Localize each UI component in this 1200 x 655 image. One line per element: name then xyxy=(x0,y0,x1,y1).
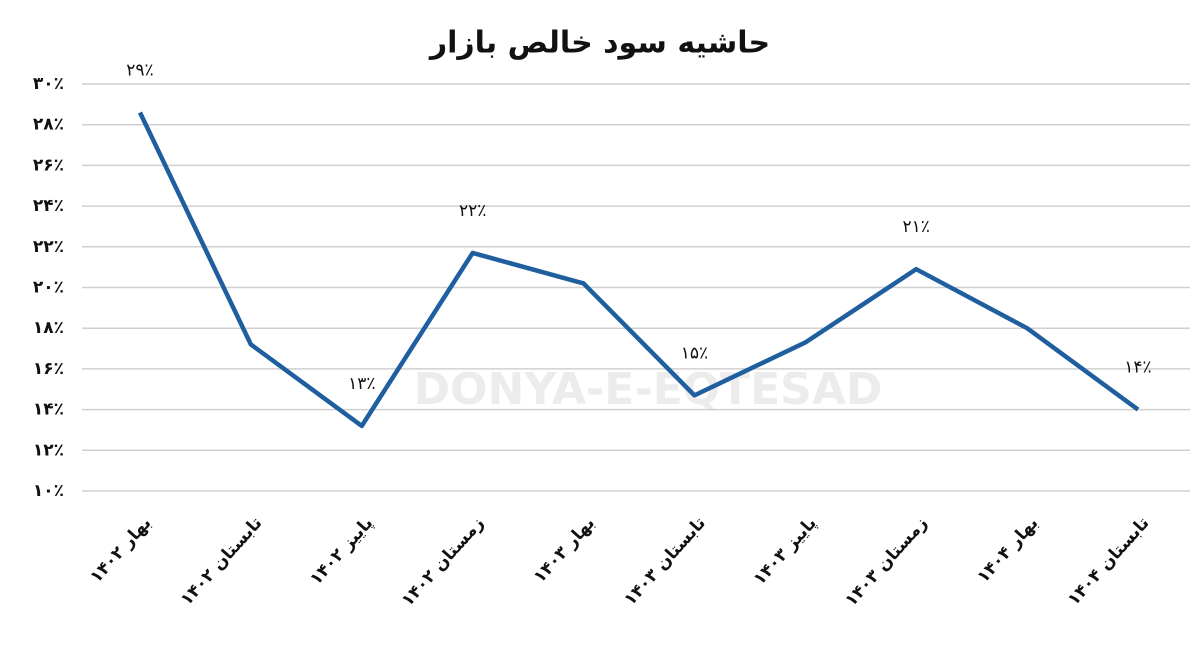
y-tick-label: ۱۶٪ xyxy=(33,359,64,379)
value-label: ۱۴٪ xyxy=(1124,358,1151,378)
x-tick-label: تابستان ۱۴۰۲ xyxy=(177,513,267,609)
watermark: DONYA-E-EQTESAD xyxy=(414,364,883,415)
x-tick-label: بهار ۱۴۰۳ xyxy=(530,513,599,587)
value-label: ۱۵٪ xyxy=(681,343,708,363)
x-tick-label: زمستان ۱۴۰۳ xyxy=(841,513,931,610)
x-tick-label: تابستان ۱۴۰۳ xyxy=(620,513,710,609)
y-tick-label: ۲۴٪ xyxy=(33,196,64,216)
y-tick-label: ۱۸٪ xyxy=(33,318,64,338)
y-tick-label: ۱۴٪ xyxy=(33,400,64,420)
x-tick-label: تابستان ۱۴۰۴ xyxy=(1064,513,1154,609)
y-tick-label: ۲۸٪ xyxy=(33,115,64,135)
x-tick-label: بهار ۱۴۰۲ xyxy=(86,513,155,587)
x-tick-label: زمستان ۱۴۰۲ xyxy=(398,513,488,610)
y-tick-label: ۱۲٪ xyxy=(33,440,64,460)
y-tick-label: ۲۰٪ xyxy=(33,278,64,298)
chart-title: حاشیه سود خالص بازار xyxy=(428,26,770,61)
y-tick-label: ۲۶٪ xyxy=(33,155,64,175)
y-tick-label: ۳۰٪ xyxy=(33,74,64,94)
y-tick-label: ۲۲٪ xyxy=(33,237,64,257)
value-label: ۲۹٪ xyxy=(126,60,153,80)
line xyxy=(137,111,1140,429)
value-label: ۲۱٪ xyxy=(903,217,930,237)
x-tick-label: پاییز ۱۴۰۲ xyxy=(306,513,377,589)
value-label: ۱۳٪ xyxy=(348,374,375,394)
value-label: ۲۲٪ xyxy=(459,201,486,221)
x-tick-label: پاییز ۱۴۰۳ xyxy=(750,513,821,589)
x-tick-label: بهار ۱۴۰۴ xyxy=(973,513,1042,587)
y-tick-label: ۱۰٪ xyxy=(33,481,64,501)
